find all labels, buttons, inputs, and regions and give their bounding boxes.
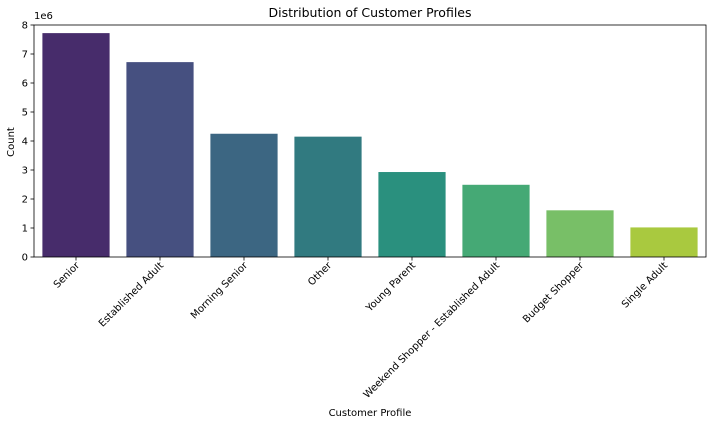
y-tick-label: 7: [22, 50, 28, 61]
y-axis-ticks: 0 1 2 3 4 5 6 7 8: [22, 21, 34, 264]
bar-3: [294, 136, 362, 257]
y-tick-label: 4: [22, 137, 28, 148]
y-axis-scale-label: 1e6: [34, 11, 53, 22]
bar-6: [546, 210, 614, 257]
x-tick-label: Single Adult: [620, 260, 670, 310]
x-axis-label: Customer Profile: [329, 408, 412, 419]
y-tick-label: 8: [22, 21, 28, 32]
x-tick-label: Weekend Shopper - Established Adult: [362, 260, 502, 400]
bar-7: [630, 227, 698, 257]
plot-frame: [33, 24, 707, 258]
x-tick-label: Budget Shopper: [521, 260, 587, 326]
x-tick-label: Young Parent: [364, 260, 419, 315]
x-tick-label: Established Adult: [97, 260, 166, 329]
bar-2: [210, 133, 278, 257]
y-tick-label: 1: [22, 224, 28, 235]
y-tick-label: 5: [22, 108, 28, 119]
x-tick-label: Senior: [52, 260, 83, 291]
bar-0: [42, 33, 110, 258]
bar-4: [378, 172, 446, 257]
y-tick-label: 3: [22, 166, 28, 177]
bars: [42, 33, 698, 258]
y-tick-label: 6: [22, 79, 28, 90]
x-axis-ticks: Senior Established Adult Morning Senior Oth…: [52, 257, 670, 401]
y-tick-label: 2: [22, 195, 28, 206]
y-tick-label: 0: [22, 253, 28, 264]
chart-title: Distribution of Customer Profiles: [269, 5, 472, 20]
bar-1: [126, 62, 194, 258]
x-tick-label: Other: [306, 260, 334, 288]
y-axis-label: Count: [6, 127, 17, 157]
bar-5: [462, 184, 530, 257]
x-tick-label: Morning Senior: [189, 260, 251, 322]
